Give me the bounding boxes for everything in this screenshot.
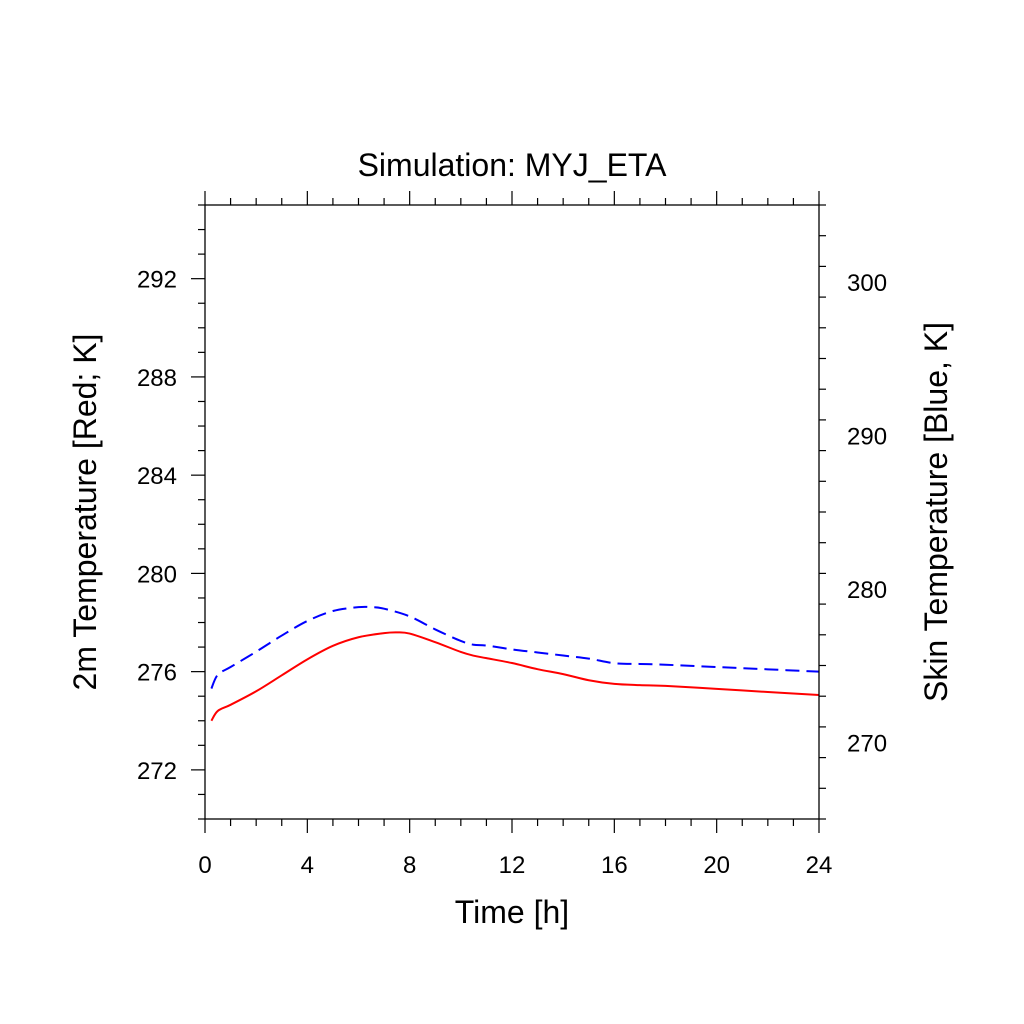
x-axis-label: Time [h] [455,894,569,930]
y-axis-left-label: 2m Temperature [Red; K] [67,334,103,691]
plot-frame [204,204,820,820]
y-axis-right-label: Skin Temperature [Blue, K] [918,322,954,702]
chart-title: Simulation: MYJ_ETA [358,147,668,183]
y-right-tick-label: 290 [847,423,887,450]
y-right-tick-label: 300 [847,270,887,297]
x-tick-label: 24 [806,852,833,879]
x-tick-label: 4 [301,852,314,879]
axis-tick-labels: 0 4 8 12 16 20 24 272 276 280 284 288 292 270 280 290 30… [137,267,887,879]
y-left-tick-label: 288 [137,365,177,392]
y-right-tick-label: 280 [847,577,887,604]
x-tick-label: 20 [703,852,730,879]
x-tick-label: 0 [198,852,211,879]
axis-ticks [191,191,826,833]
y-left-tick-label: 292 [137,267,177,294]
y-left-tick-label: 272 [137,758,177,785]
x-tick-label: 16 [601,852,628,879]
x-tick-label: 8 [403,852,416,879]
y-left-tick-label: 284 [137,463,177,490]
y-right-tick-label: 270 [847,730,887,757]
y-left-tick-label: 280 [137,561,177,588]
x-tick-label: 12 [499,852,526,879]
series-lines [210,605,820,722]
y-left-tick-label: 276 [137,660,177,687]
skin-temperature-line [210,605,820,689]
t2m-temperature-line [210,631,820,722]
